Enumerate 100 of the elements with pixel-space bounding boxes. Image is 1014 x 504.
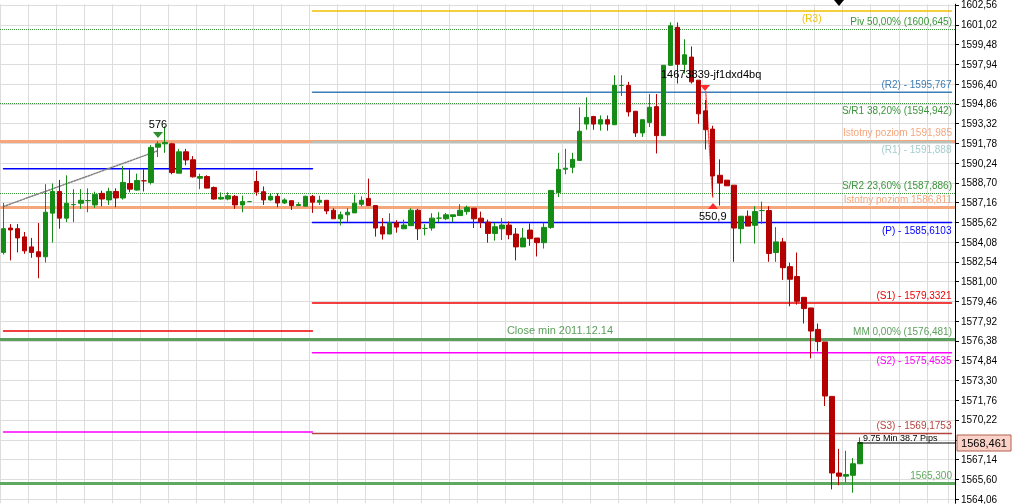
candlestick [570, 152, 575, 174]
candlestick [584, 96, 589, 131]
candlestick [591, 115, 596, 131]
candlestick [745, 210, 751, 227]
y-tick-label: 1594,86 [961, 98, 998, 110]
y-tick-label: 1587,16 [961, 197, 998, 209]
candlestick [387, 212, 392, 235]
candlestick [127, 168, 133, 193]
candlestick [303, 195, 308, 207]
y-tick-label: 1593,32 [961, 118, 998, 130]
y-tick-label: 1584,08 [961, 236, 998, 248]
y-tick-label: 1574,84 [961, 355, 998, 367]
candlestick [106, 187, 112, 206]
ref-line-label: S/R2 23,60% (1587,886) [841, 179, 952, 191]
candlestick [254, 170, 259, 197]
y-tick-label: 1567,14 [961, 454, 998, 466]
candlestick [64, 174, 69, 223]
candlestick [759, 201, 765, 225]
candlestick [310, 194, 315, 214]
candlestick [633, 110, 638, 138]
candlestick [29, 237, 34, 259]
candlestick [338, 211, 343, 226]
candlestick [1, 202, 6, 255]
candlestick [169, 142, 175, 175]
candlestick [282, 197, 287, 205]
candlestick [640, 119, 645, 138]
text: 1568,461 [961, 437, 1007, 449]
series-label: (P) - 1585,6103 [881, 225, 952, 236]
candlestick [134, 173, 140, 192]
candlestick [703, 99, 708, 150]
y-tick-label: 1602,56 [961, 0, 998, 11]
candlestick [696, 79, 701, 125]
candlestick [268, 192, 273, 202]
candlestick [563, 148, 568, 175]
candlestick [296, 201, 301, 207]
candlestick [612, 74, 617, 126]
candlestick [394, 219, 399, 234]
candlestick [57, 179, 62, 230]
candlestick [520, 227, 526, 248]
annotation: 576 [148, 118, 168, 131]
candlestick [289, 200, 294, 211]
series-label: (S3) - 1569,1753 [876, 419, 952, 431]
ref-line-label: Piv 50,00% (1600,645) [850, 16, 952, 28]
y-tick-label: 1570,22 [961, 414, 998, 426]
series-label: (S1) - 1579,3321 [876, 289, 952, 301]
y-tick-label: 1573,30 [961, 374, 998, 386]
candlestick [598, 114, 603, 132]
ref-line-label: S/R1 38,20% (1594,942) [841, 105, 952, 117]
ref-line-label: Istotny poziom 1586,811 [843, 193, 953, 205]
candlestick [331, 207, 336, 220]
candlestick [43, 183, 48, 263]
y-tick-label: 1582,54 [961, 256, 998, 268]
annotation: 9.75 Min 38.7 Pips [863, 433, 939, 443]
y-tick-label: 1576,38 [961, 335, 998, 347]
candlestick [710, 125, 715, 197]
candlestick [345, 207, 350, 223]
candlestick [773, 226, 779, 263]
series-label: (S2) - 1575,4535 [876, 355, 952, 367]
candlestick [113, 187, 119, 208]
candlestick [359, 195, 364, 207]
candlestick [415, 208, 421, 241]
y-tick-label: 1585,62 [961, 216, 998, 228]
y-tick-label: 1590,24 [961, 157, 998, 169]
candlestick [240, 195, 245, 213]
candlestick [50, 182, 55, 244]
series-label: (R1) - 1591,888 [881, 144, 952, 156]
candlestick [141, 168, 147, 192]
candlestick [647, 93, 652, 128]
candlestick [556, 152, 561, 198]
annotation: Close min 2011.12.14 [506, 324, 614, 336]
candlestick [366, 178, 371, 207]
candlestick [352, 193, 357, 214]
candlestick [15, 223, 20, 253]
y-tick-label: 1565,60 [961, 473, 998, 485]
ref-line-label: Istotny poziom 1591,985 [843, 127, 953, 139]
candlestick [626, 81, 631, 118]
ref-line-label: MM 0,00% (1576,481) [853, 326, 952, 338]
y-tick-label: 1596,40 [961, 78, 998, 90]
candlestick [261, 185, 266, 206]
y-tick-label: 1571,76 [961, 394, 998, 406]
candlestick [738, 215, 744, 245]
candlestick [752, 205, 758, 245]
candlestick [71, 188, 76, 223]
candlestick [766, 205, 772, 263]
candlestick [22, 231, 27, 255]
y-tick-label: 1579,46 [961, 295, 998, 307]
candlestick [577, 106, 582, 161]
candlestick [197, 173, 203, 190]
series-label: (R3) [802, 13, 822, 25]
candlestick [668, 21, 673, 66]
series-label: (R2) - 1595,767 [881, 78, 952, 90]
candlestick [8, 223, 13, 261]
y-tick-label: 1581,00 [961, 276, 998, 288]
candlestick [317, 195, 322, 206]
candlestick [36, 222, 41, 279]
y-tick-label: 1601,02 [961, 19, 998, 31]
candlestick [275, 192, 280, 208]
y-tick-label: 1588,70 [961, 177, 998, 189]
candlestick [99, 190, 105, 207]
candlestick [654, 93, 659, 154]
